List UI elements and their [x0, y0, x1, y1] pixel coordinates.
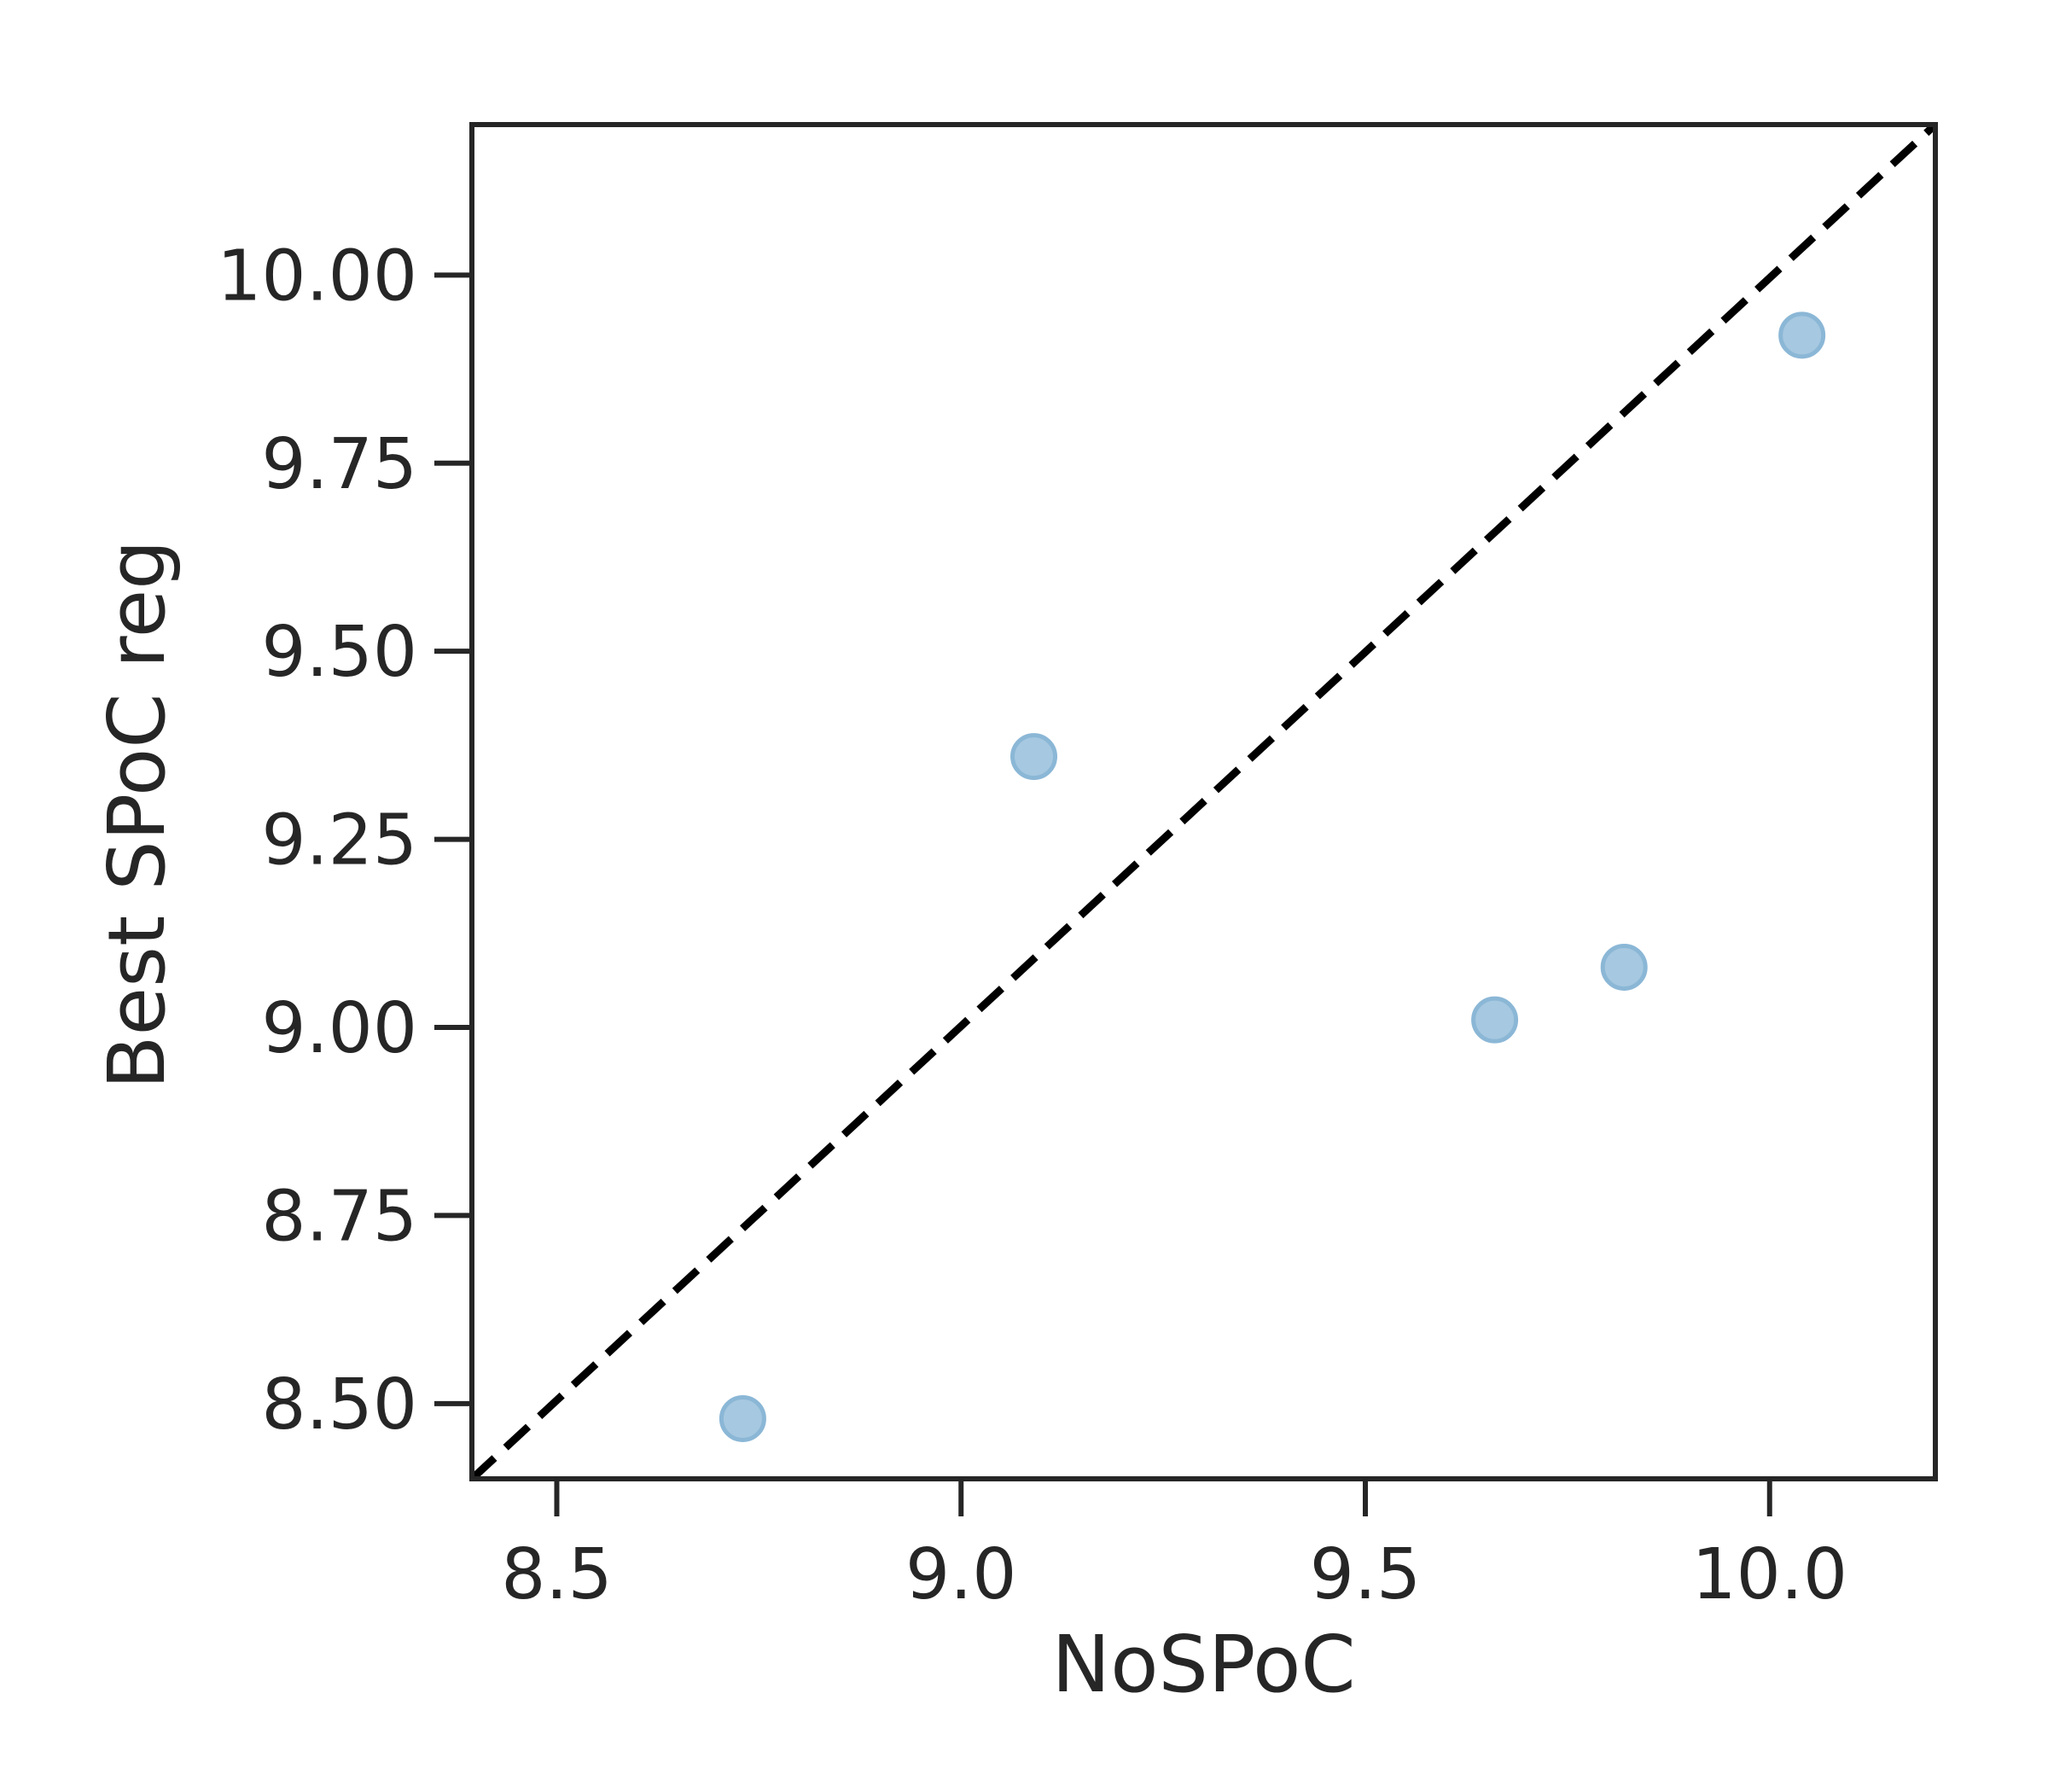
y-axis-label: Best SPoC reg: [91, 539, 183, 1089]
scatter-point-1: [719, 1394, 766, 1442]
scatter-point-2: [1010, 733, 1058, 781]
plot-frame: [469, 122, 1938, 1481]
reference-line: [472, 125, 1935, 1479]
plot-area: [472, 125, 1935, 1479]
y-tick-label-3: 9.00: [261, 988, 417, 1069]
x-tick-label-3: 9.5: [1310, 1534, 1421, 1615]
y-tick-label-7: 10.00: [217, 236, 417, 317]
x-tick-label-4: 10.0: [1691, 1534, 1847, 1615]
scatter-point-5: [1778, 311, 1826, 359]
data-points: [719, 311, 1826, 1442]
scatter-point-4: [1600, 943, 1648, 991]
x-tick-label-2: 9.0: [905, 1534, 1016, 1615]
scatter-point-3: [1471, 996, 1519, 1044]
y-tick-label-1: 8.50: [261, 1364, 417, 1446]
x-axis-label: NoSPoC: [1051, 1619, 1355, 1710]
y-tick-label-6: 9.75: [261, 424, 417, 505]
x-axis: 8.5 9.0 9.5 10.0: [501, 1479, 1847, 1615]
y-tick-label-4: 9.25: [261, 800, 417, 881]
y-tick-label-5: 9.50: [261, 612, 417, 693]
x-tick-label-1: 8.5: [501, 1534, 612, 1615]
y-axis: 8.50 8.75 9.00 9.25 9.50 9.75 10.00: [217, 236, 472, 1446]
y-tick-label-2: 8.75: [261, 1176, 417, 1257]
